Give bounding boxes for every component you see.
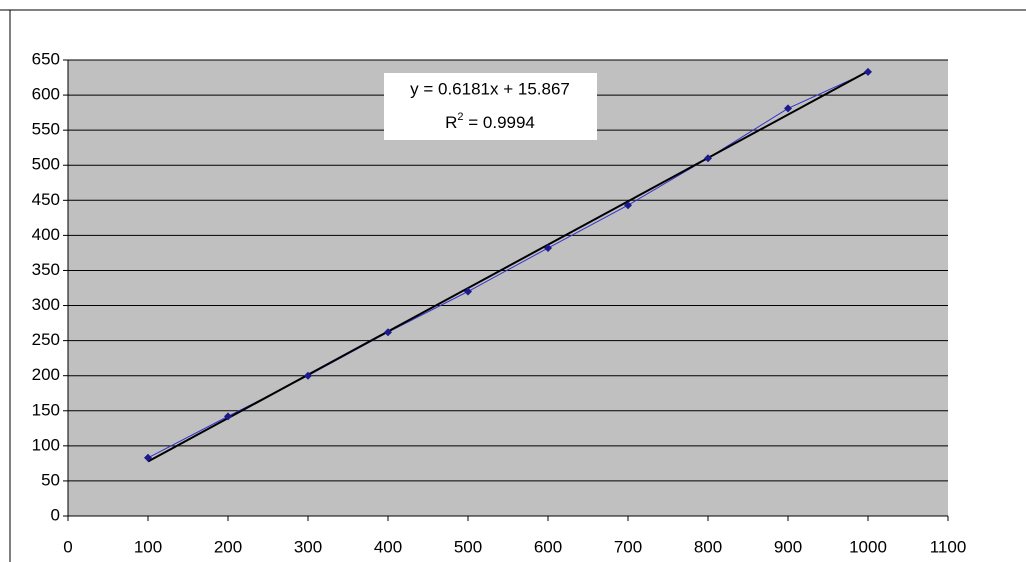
chart: 0 50 100 150 200 250 300 350 400 450 500 550 600 650 0…: [0, 0, 1026, 562]
x-tick-label: 900: [774, 537, 802, 556]
x-tick-label: 700: [614, 537, 642, 556]
x-tick-label: 600: [534, 537, 562, 556]
y-tick-label: 0: [51, 505, 60, 524]
x-tick-label: 1100: [930, 537, 967, 556]
y-tick-label: 550: [32, 120, 60, 139]
x-tick-label: 500: [454, 537, 482, 556]
x-tick-label: 200: [214, 537, 242, 556]
x-tick-label: 800: [694, 537, 722, 556]
x-tick-label: 0: [63, 537, 72, 556]
y-tick-label: 650: [32, 49, 60, 68]
x-tick-label: 1000: [849, 537, 887, 556]
y-tick-label: 400: [32, 225, 60, 244]
y-tick-label: 50: [41, 470, 60, 489]
y-tick-label: 500: [32, 155, 60, 174]
r-squared-base: R: [445, 113, 457, 132]
x-tick-label: 400: [374, 537, 402, 556]
x-tick-label: 300: [294, 537, 322, 556]
x-tick-label: 100: [134, 537, 162, 556]
y-tick-label: 100: [32, 435, 60, 454]
y-tick-label: 450: [32, 190, 60, 209]
y-tick-label: 300: [32, 295, 60, 314]
r-squared-rest: = 0.9994: [464, 113, 535, 132]
y-tick-label: 250: [32, 330, 60, 349]
y-tick-label: 150: [32, 400, 60, 419]
trendline-equation: y = 0.6181x + 15.867: [410, 79, 570, 98]
y-tick-label: 350: [32, 260, 60, 279]
y-tick-label: 200: [32, 365, 60, 384]
y-tick-label: 600: [32, 85, 60, 104]
